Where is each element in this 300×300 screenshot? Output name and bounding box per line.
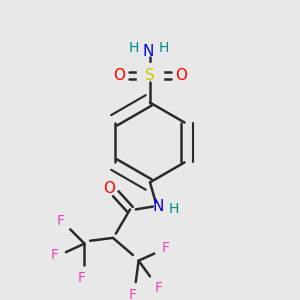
Text: H: H (128, 41, 139, 56)
Text: O: O (175, 68, 187, 83)
Text: F: F (154, 281, 163, 295)
Bar (152, 70, 163, 81)
Text: F: F (78, 271, 86, 285)
Bar (144, 63, 156, 74)
Text: H: H (159, 41, 169, 56)
Bar (137, 70, 148, 81)
Text: H: H (169, 202, 179, 216)
Text: S: S (145, 68, 155, 83)
Text: N: N (153, 199, 164, 214)
Text: F: F (129, 288, 137, 300)
Text: F: F (51, 248, 58, 262)
Text: O: O (113, 68, 125, 83)
Text: F: F (162, 241, 170, 255)
Text: N: N (143, 44, 154, 59)
Text: F: F (56, 214, 64, 228)
Text: O: O (103, 181, 115, 196)
